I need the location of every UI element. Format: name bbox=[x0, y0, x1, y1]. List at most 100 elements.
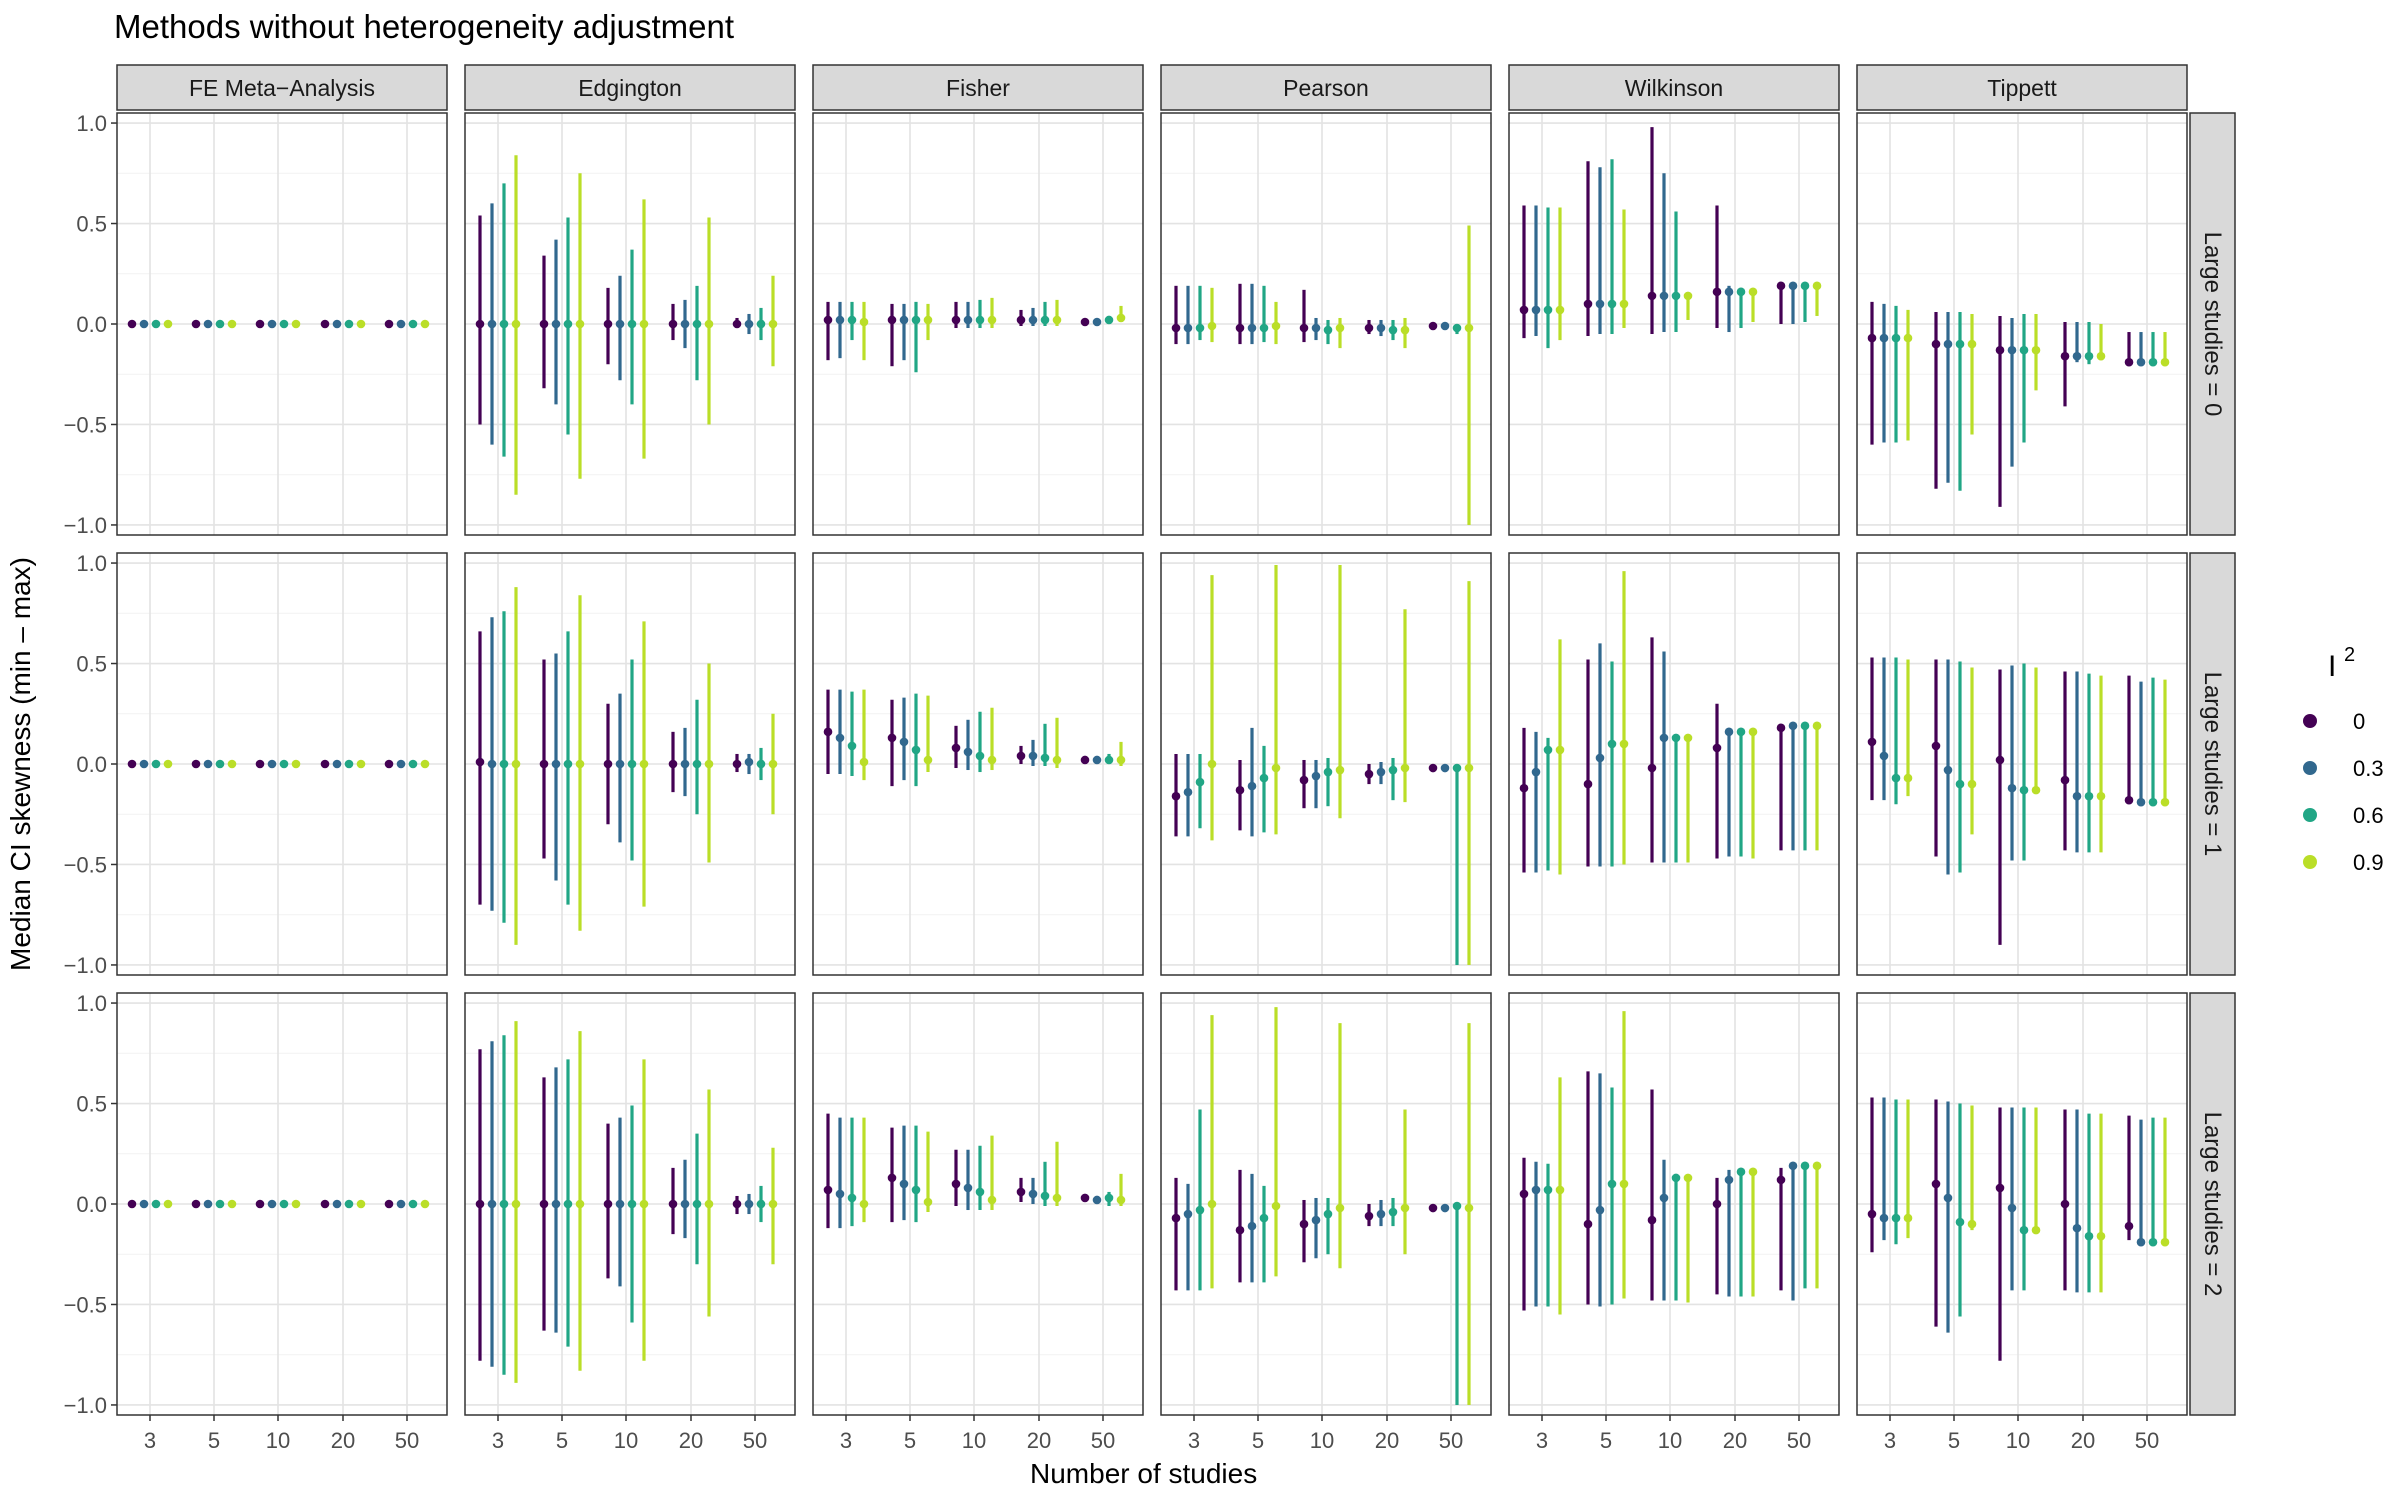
data-point bbox=[563, 759, 573, 769]
data-point bbox=[1943, 339, 1953, 349]
data-point bbox=[127, 319, 137, 329]
y-tick-label: −1.0 bbox=[64, 1393, 107, 1418]
data-point bbox=[255, 759, 265, 769]
data-point bbox=[1388, 325, 1398, 335]
data-point bbox=[1299, 323, 1309, 333]
data-point bbox=[1207, 759, 1217, 769]
data-point bbox=[1995, 1183, 2005, 1193]
data-point bbox=[1891, 773, 1901, 783]
data-point bbox=[1183, 787, 1193, 797]
data-point bbox=[203, 759, 213, 769]
data-point bbox=[859, 757, 869, 767]
data-point bbox=[1595, 299, 1605, 309]
data-point bbox=[267, 759, 277, 769]
data-point bbox=[1867, 1209, 1877, 1219]
facet-strip-label: FE Meta−Analysis bbox=[189, 75, 375, 101]
data-point bbox=[1335, 323, 1345, 333]
data-point bbox=[2160, 797, 2170, 807]
data-point bbox=[1583, 299, 1593, 309]
data-point bbox=[1619, 1179, 1629, 1189]
data-point bbox=[1931, 741, 1941, 751]
data-point bbox=[1903, 333, 1913, 343]
y-tick-label: 0.5 bbox=[76, 652, 107, 677]
data-point bbox=[732, 759, 742, 769]
data-point bbox=[2160, 1237, 2170, 1247]
data-point bbox=[1683, 291, 1693, 301]
data-point bbox=[1931, 1179, 1941, 1189]
data-point bbox=[127, 759, 137, 769]
data-point bbox=[768, 759, 778, 769]
data-point bbox=[2124, 357, 2134, 367]
data-point bbox=[203, 1199, 213, 1209]
data-point bbox=[487, 1199, 497, 1209]
data-point bbox=[384, 1199, 394, 1209]
data-point bbox=[2031, 345, 2041, 355]
data-point bbox=[151, 1199, 161, 1209]
data-point bbox=[575, 319, 585, 329]
legend-title-superscript: 2 bbox=[2344, 644, 2355, 666]
data-point bbox=[1812, 1161, 1822, 1171]
x-tick-label: 20 bbox=[1723, 1428, 1747, 1453]
data-point bbox=[1104, 315, 1114, 325]
data-point bbox=[1440, 321, 1450, 331]
data-point bbox=[1464, 323, 1474, 333]
data-point bbox=[963, 315, 973, 325]
y-tick-label: 0.0 bbox=[76, 1192, 107, 1217]
legend-label: 0.3 bbox=[2353, 756, 2384, 781]
data-point bbox=[768, 319, 778, 329]
data-point bbox=[1235, 785, 1245, 795]
data-point bbox=[420, 759, 430, 769]
data-point bbox=[2096, 791, 2106, 801]
data-point bbox=[408, 319, 418, 329]
data-point bbox=[420, 1199, 430, 1209]
data-point bbox=[344, 759, 354, 769]
data-point bbox=[127, 1199, 137, 1209]
panel-border bbox=[1160, 992, 1492, 1416]
data-point bbox=[2148, 797, 2158, 807]
x-tick-label: 3 bbox=[840, 1428, 852, 1453]
data-point bbox=[2148, 357, 2158, 367]
x-tick-label: 5 bbox=[904, 1428, 916, 1453]
data-point bbox=[899, 1179, 909, 1189]
data-point bbox=[215, 759, 225, 769]
x-tick-label: 3 bbox=[1884, 1428, 1896, 1453]
data-point bbox=[396, 1199, 406, 1209]
data-point bbox=[1555, 305, 1565, 315]
data-point bbox=[911, 745, 921, 755]
data-point bbox=[163, 319, 173, 329]
data-point bbox=[1452, 763, 1462, 773]
data-point bbox=[668, 1199, 678, 1209]
data-point bbox=[2124, 795, 2134, 805]
data-point bbox=[1712, 287, 1722, 297]
data-point bbox=[2124, 1221, 2134, 1231]
data-point bbox=[2148, 1237, 2158, 1247]
data-point bbox=[1712, 1199, 1722, 1209]
data-point bbox=[923, 1197, 933, 1207]
data-point bbox=[1171, 323, 1181, 333]
data-point bbox=[1080, 755, 1090, 765]
facet-strip-label: Pearson bbox=[1283, 75, 1369, 101]
panel-border bbox=[1160, 552, 1492, 976]
y-tick-label: 1.0 bbox=[76, 551, 107, 576]
data-point bbox=[1440, 763, 1450, 773]
data-point bbox=[692, 1199, 702, 1209]
data-point bbox=[744, 1199, 754, 1209]
data-point bbox=[563, 1199, 573, 1209]
data-point bbox=[2007, 783, 2017, 793]
y-tick-label: −1.0 bbox=[64, 953, 107, 978]
data-point bbox=[539, 319, 549, 329]
data-point bbox=[615, 319, 625, 329]
data-point bbox=[2136, 357, 2146, 367]
data-point bbox=[847, 1193, 857, 1203]
data-point bbox=[1247, 323, 1257, 333]
data-point bbox=[1028, 1189, 1038, 1199]
data-point bbox=[1671, 1173, 1681, 1183]
data-point bbox=[1867, 333, 1877, 343]
data-point bbox=[356, 319, 366, 329]
data-point bbox=[1903, 773, 1913, 783]
data-point bbox=[1903, 1213, 1913, 1223]
data-point bbox=[1776, 1175, 1786, 1185]
data-point bbox=[1235, 1225, 1245, 1235]
data-point bbox=[499, 319, 509, 329]
data-point bbox=[1891, 1213, 1901, 1223]
